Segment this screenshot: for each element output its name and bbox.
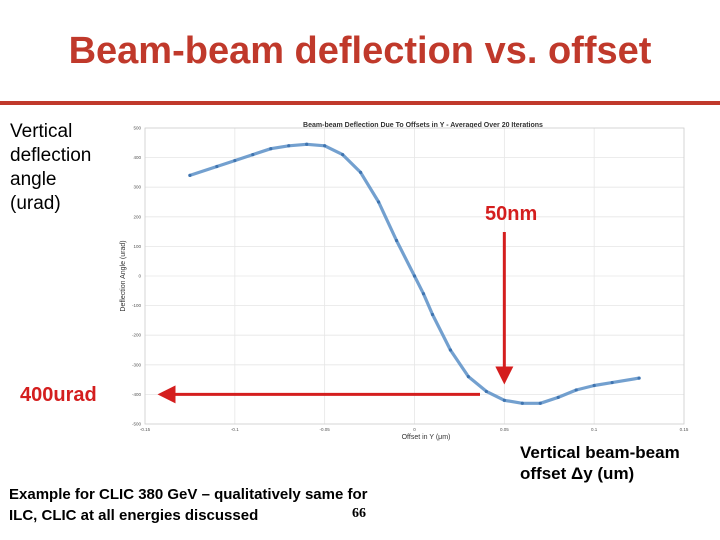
data-point bbox=[359, 170, 363, 174]
chart-y-label: Deflection Angle (urad) bbox=[120, 240, 127, 311]
data-point bbox=[287, 144, 291, 148]
data-point bbox=[251, 153, 255, 157]
data-point bbox=[520, 401, 524, 405]
data-point bbox=[466, 375, 470, 379]
y-tick-label: 300 bbox=[133, 185, 141, 190]
data-point bbox=[305, 142, 309, 146]
page-number: 66 bbox=[352, 506, 366, 521]
y-tick-label: -200 bbox=[132, 333, 142, 338]
y-tick-label: -100 bbox=[132, 303, 142, 308]
x-tick-label: 0.1 bbox=[591, 427, 598, 432]
data-point bbox=[556, 395, 560, 399]
data-point bbox=[637, 376, 641, 380]
x-tick-label: -0.1 bbox=[231, 427, 239, 432]
y-tick-label: 500 bbox=[133, 126, 141, 131]
data-point bbox=[341, 153, 345, 157]
y-tick-label: 400 bbox=[133, 155, 141, 160]
data-point bbox=[610, 380, 614, 385]
x-tick-label: 0.15 bbox=[680, 427, 689, 432]
data-point bbox=[376, 200, 381, 204]
annotation-arrows bbox=[157, 232, 514, 404]
data-point bbox=[394, 238, 399, 243]
data-point bbox=[421, 292, 426, 296]
y-tick-label: -500 bbox=[132, 422, 142, 427]
series bbox=[188, 142, 641, 405]
title-divider bbox=[0, 101, 720, 105]
y-tick-label: -400 bbox=[132, 392, 142, 397]
data-point bbox=[538, 401, 542, 405]
data-point bbox=[592, 383, 596, 388]
data-point bbox=[412, 274, 417, 278]
data-point bbox=[448, 348, 453, 352]
angle-annotation: 400urad bbox=[20, 384, 97, 406]
plot-frame bbox=[144, 127, 685, 425]
y-tick-label: 100 bbox=[133, 244, 141, 249]
x-tick-label: 0 bbox=[413, 427, 416, 432]
x-tick-label: -0.05 bbox=[320, 427, 331, 432]
data-point bbox=[269, 147, 273, 151]
slide-title: Beam-beam deflection vs. offset bbox=[68, 30, 652, 72]
chart-x-label: Offset in Y (μm) bbox=[402, 434, 451, 441]
data-point bbox=[430, 312, 435, 317]
chart-title: Beam-beam Deflection Due To Offsets in Y… bbox=[303, 122, 543, 129]
x-tick-label: 0.05 bbox=[500, 427, 509, 432]
data-point bbox=[484, 389, 488, 394]
x-axis-note: Vertical beam-beam offset Δy (um) bbox=[520, 443, 680, 483]
y-tick-label: 200 bbox=[133, 214, 141, 219]
offset-annotation: 50nm bbox=[485, 203, 538, 225]
data-point bbox=[323, 144, 327, 148]
footnote: Example for CLIC 380 GeV – qualitatively… bbox=[9, 486, 368, 524]
data-point bbox=[574, 388, 578, 392]
data-point bbox=[502, 398, 506, 402]
y-tick-label: 0 bbox=[138, 274, 141, 279]
x-tick-label: -0.15 bbox=[140, 427, 151, 432]
y-tick-label: -300 bbox=[132, 362, 142, 367]
y-axis-note: Vertical deflection angle (urad) bbox=[10, 121, 92, 214]
tick-labels: -0.15 -0.1 -0.05 0 0.05 0.1 0.15 -500 -400 -300 -2… bbox=[132, 126, 689, 433]
data-point bbox=[233, 158, 237, 163]
data-point bbox=[215, 164, 219, 169]
data-point bbox=[188, 173, 192, 177]
series-line-deflection bbox=[188, 142, 641, 405]
